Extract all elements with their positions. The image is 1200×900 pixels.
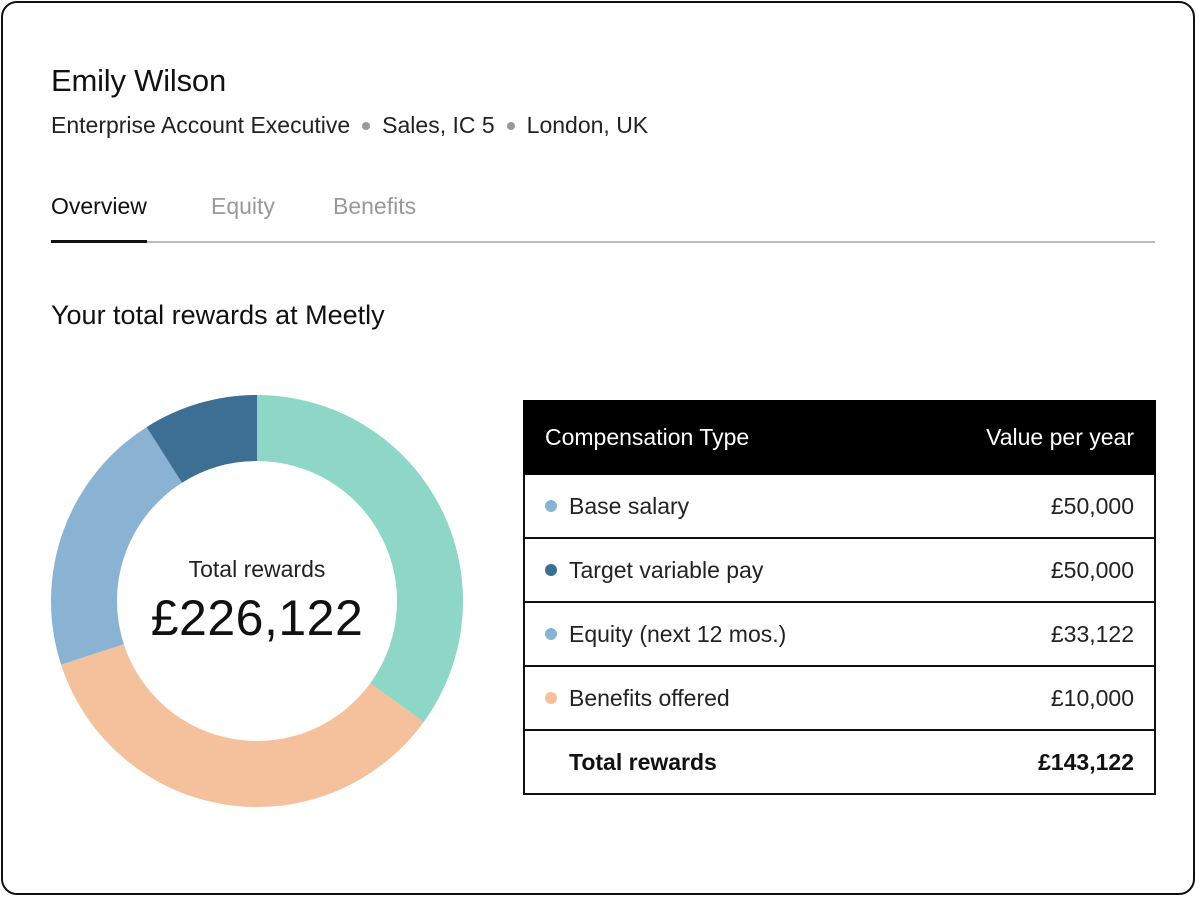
row-value: £50,000 (901, 537, 1156, 603)
tab-benefits[interactable]: Benefits (333, 193, 417, 219)
employee-level: Sales, IC 5 (382, 112, 495, 138)
row-label: Equity (next 12 mos.) (569, 620, 787, 647)
total-rewards-donut-chart: Total rewards £226,122 (49, 393, 465, 809)
row-value: £50,000 (901, 473, 1156, 539)
donut-slice-1 (61, 644, 424, 807)
row-label: Base salary (569, 492, 690, 519)
row-label: Target variable pay (569, 556, 764, 583)
employee-name: Emily Wilson (51, 63, 227, 98)
table-header-row: Compensation Type Value per year (522, 400, 1156, 475)
tab-overview[interactable]: Overview (51, 193, 147, 243)
compensation-table: Compensation Type Value per year Base sa… (522, 400, 1156, 795)
section-title: Your total rewards at Meetly (51, 300, 385, 330)
row-value: £10,000 (901, 665, 1156, 731)
employee-role: Enterprise Account Executive (51, 112, 351, 138)
table-row: Target variable pay £50,000 (522, 537, 1156, 603)
donut-center: Total rewards £226,122 (49, 393, 465, 809)
legend-dot-icon (545, 500, 557, 512)
header-value-per-year: Value per year (900, 400, 1156, 475)
total-value: £143,122 (901, 729, 1156, 795)
donut-center-label: Total rewards (188, 555, 326, 582)
total-label: Total rewards (569, 748, 717, 775)
legend-dot-icon (545, 628, 557, 640)
donut-slice-2 (50, 427, 182, 665)
donut-center-value: £226,122 (150, 589, 364, 646)
table-row: Base salary £50,000 (522, 473, 1156, 539)
legend-dot-icon (545, 564, 557, 576)
separator-dot-icon (362, 121, 371, 130)
table-row: Benefits offered £10,000 (522, 665, 1156, 731)
spacer (545, 756, 557, 768)
donut-svg (50, 395, 463, 807)
separator-dot-icon (506, 121, 515, 130)
table-row: Equity (next 12 mos.) £33,122 (522, 601, 1156, 667)
row-value: £33,122 (901, 601, 1156, 667)
legend-dot-icon (545, 692, 557, 704)
employee-details: Enterprise Account Executive Sales, IC 5… (51, 112, 648, 139)
employee-location: London, UK (526, 112, 649, 138)
donut-slice-0 (257, 395, 463, 723)
donut-slice-3 (146, 395, 257, 483)
tab-bar: Overview Equity Benefits (51, 193, 1155, 243)
header-compensation-type: Compensation Type (522, 400, 903, 475)
tab-equity[interactable]: Equity (211, 193, 275, 219)
table-total-row: Total rewards £143,122 (522, 729, 1156, 795)
row-label: Benefits offered (569, 684, 730, 711)
